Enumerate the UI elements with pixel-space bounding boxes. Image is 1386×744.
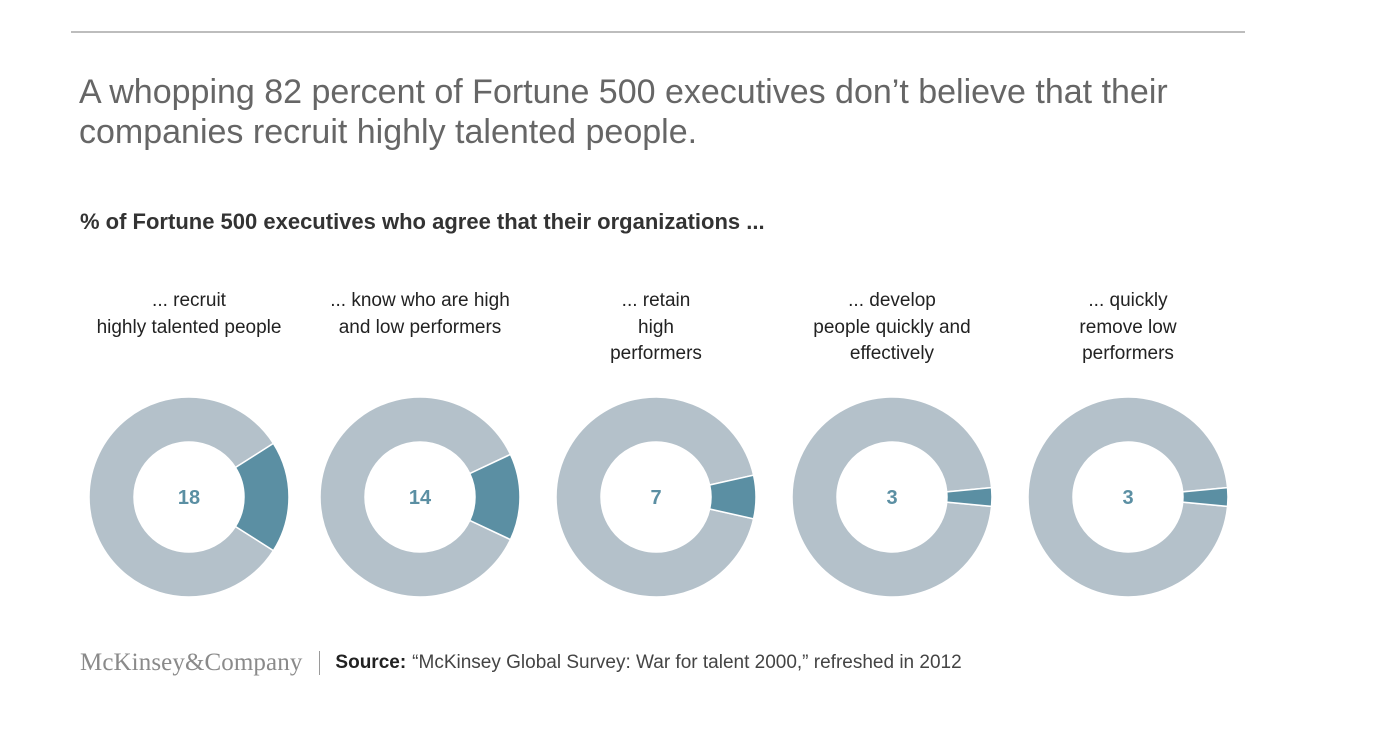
donut-1: 18 [88, 396, 290, 598]
donut-4-value-slice [945, 486, 993, 508]
chart-title: % of Fortune 500 executives who agree th… [80, 209, 765, 234]
donut-3-value-label: 7 [650, 487, 661, 509]
donut-2-value-slice [468, 453, 521, 541]
donut-2-category-label: ... know who are high and low performers [330, 290, 510, 338]
source-note: Source: “McKinsey Global Survey: War for … [335, 652, 961, 674]
donut-charts: 18 14 7 3 3 [88, 396, 1229, 598]
donut-4: 3 [791, 396, 993, 598]
donut-2-value-label: 14 [409, 487, 432, 509]
donut-3-value-slice [708, 474, 757, 520]
source-label: Source: [335, 652, 407, 673]
donut-5: 3 [1027, 396, 1229, 598]
donut-5-value-label: 3 [1122, 487, 1133, 509]
donut-5-remainder-slice [1027, 396, 1229, 598]
donut-5-value-slice [1181, 486, 1229, 508]
donut-1-value-slice [234, 442, 290, 552]
donut-3: 7 [555, 396, 757, 598]
donut-4-remainder-slice [791, 396, 993, 598]
donut-3-remainder-slice [555, 396, 755, 598]
donut-1-remainder-slice [88, 396, 275, 598]
footer-divider [319, 651, 321, 675]
top-rule [71, 31, 1245, 33]
mckinsey-logo: McKinsey&Company [80, 649, 303, 676]
donut-3-category-label: ... retain high performers [610, 290, 702, 364]
donut-4-category-label: ... develop people quickly and effective… [813, 290, 971, 364]
donut-5-category-label: ... quickly remove low performers [1079, 290, 1177, 364]
footer: McKinsey&Company Source: “McKinsey Global… [80, 646, 962, 680]
donut-chart-area: 18 14 7 3 3 ... recruit highly talented peop… [0, 280, 1386, 610]
source-text: “McKinsey Global Survey: War for talent … [412, 652, 962, 673]
donut-4-value-label: 3 [886, 487, 897, 509]
donut-1-category-label: ... recruit highly talented people [96, 290, 282, 338]
donut-2: 14 [319, 396, 521, 598]
headline: A whopping 82 percent of Fortune 500 exe… [79, 73, 1168, 151]
donut-1-value-label: 18 [178, 487, 200, 509]
donut-2-remainder-slice [319, 396, 512, 598]
